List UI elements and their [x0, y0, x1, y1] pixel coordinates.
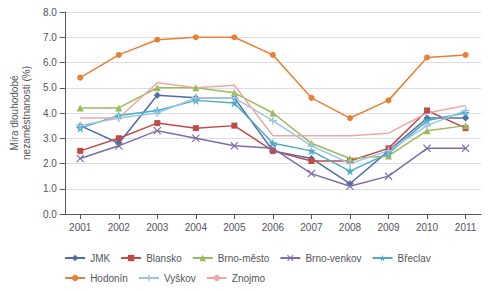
svg-text:2011: 2011	[455, 222, 477, 233]
svg-text:0.0: 0.0	[43, 209, 57, 220]
svg-text:2007: 2007	[300, 222, 323, 233]
svg-text:7.0: 7.0	[43, 32, 57, 43]
svg-text:2010: 2010	[416, 222, 439, 233]
svg-text:1.0: 1.0	[43, 183, 57, 194]
svg-text:Znojmo: Znojmo	[232, 273, 266, 284]
svg-text:8.0: 8.0	[43, 7, 57, 18]
svg-text:Blansko: Blansko	[146, 253, 182, 264]
svg-text:6.0: 6.0	[43, 57, 57, 68]
svg-text:Brno-venkov: Brno-venkov	[305, 253, 361, 264]
svg-text:Břeclav: Břeclav	[398, 253, 431, 264]
svg-text:3.0: 3.0	[43, 133, 57, 144]
svg-text:2004: 2004	[185, 222, 208, 233]
svg-text:2005: 2005	[223, 222, 246, 233]
svg-text:Vyškov: Vyškov	[164, 273, 196, 284]
svg-text:2002: 2002	[108, 222, 131, 233]
svg-text:4.0: 4.0	[43, 108, 57, 119]
svg-text:2008: 2008	[339, 222, 362, 233]
svg-text:2.0: 2.0	[43, 158, 57, 169]
svg-text:JMK: JMK	[90, 253, 110, 264]
svg-text:Hodonín: Hodonín	[90, 273, 128, 284]
svg-text:Míra dlouhodobé: Míra dlouhodobé	[9, 75, 20, 150]
svg-text:2009: 2009	[377, 222, 400, 233]
svg-text:2003: 2003	[146, 222, 169, 233]
svg-text:2001: 2001	[69, 222, 92, 233]
svg-text:Brno-město: Brno-město	[218, 253, 270, 264]
svg-text:5.0: 5.0	[43, 82, 57, 93]
svg-text:2006: 2006	[262, 222, 285, 233]
svg-text:nezaměstnanosti (%): nezaměstnanosti (%)	[21, 66, 32, 160]
